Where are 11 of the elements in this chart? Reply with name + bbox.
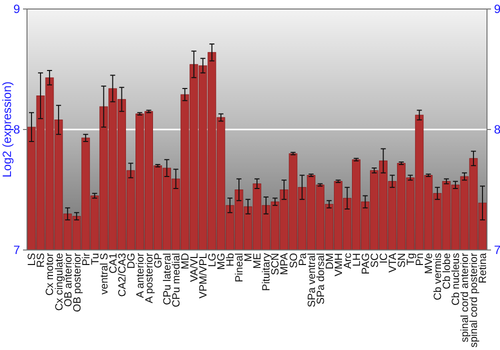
y2-tick-label: 9 (494, 2, 500, 16)
y-tick-label: 8 (13, 122, 20, 136)
y-axis-title: Log2 (expression) (0, 81, 14, 178)
x-tick-label: CPu medial (170, 253, 182, 308)
y-tick-label: 7 (13, 242, 20, 257)
y-tick-label: 9 (13, 2, 20, 16)
y2-tick-label: 8 (494, 122, 500, 136)
x-tick-label: RS (35, 253, 48, 268)
x-tick-label: MVe (423, 252, 436, 274)
y2-tick-label: 7 (494, 242, 500, 257)
x-tick-label: Tg (405, 252, 418, 266)
